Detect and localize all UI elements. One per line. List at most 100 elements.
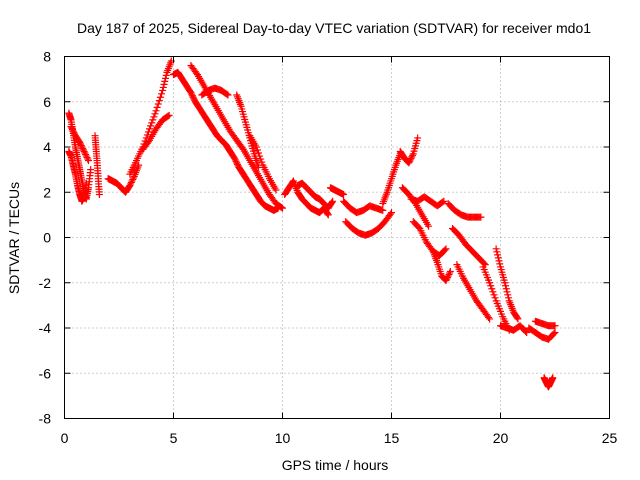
data-point — [68, 126, 76, 134]
data-point — [130, 174, 138, 182]
data-point — [164, 112, 172, 120]
data-point — [83, 154, 91, 162]
data-point — [231, 156, 239, 164]
data-point — [162, 74, 170, 82]
data-point — [441, 246, 449, 254]
series-arc-b — [65, 148, 90, 205]
y-tick-label: -6 — [39, 365, 52, 381]
data-point — [486, 279, 494, 287]
series-arc-s — [396, 134, 422, 167]
data-point — [188, 92, 196, 100]
data-point — [440, 197, 448, 205]
data-point — [443, 275, 451, 283]
y-tick-label: -2 — [39, 275, 52, 291]
data-point — [446, 269, 454, 277]
data-point — [495, 257, 503, 265]
series-arc-g — [139, 111, 173, 153]
data-point — [485, 313, 493, 321]
data-point — [154, 100, 162, 108]
data-point — [513, 314, 521, 322]
data-point — [82, 151, 90, 159]
data-point — [258, 158, 266, 166]
data-point — [84, 157, 92, 165]
data-point — [492, 245, 500, 253]
data-point — [496, 260, 504, 268]
data-point — [158, 90, 166, 98]
x-tick-label: 15 — [384, 430, 400, 446]
data-point — [159, 83, 167, 91]
data-point — [148, 119, 156, 127]
data-point — [231, 154, 239, 162]
grid — [64, 56, 610, 419]
series-arc-ad — [525, 324, 559, 343]
data-point — [388, 209, 395, 217]
y-tick-label: 4 — [43, 139, 51, 155]
data-point — [328, 198, 336, 206]
data-point — [188, 90, 196, 98]
data-point — [161, 77, 169, 85]
y-tick-label: 0 — [43, 230, 51, 246]
data-point — [187, 89, 195, 97]
data-point — [159, 86, 167, 94]
data-point — [379, 206, 387, 214]
series-arc-u — [407, 193, 448, 210]
data-point — [272, 186, 280, 194]
data-point — [190, 95, 198, 103]
data-point — [550, 330, 558, 338]
data-point — [126, 181, 134, 189]
series-arc-c — [67, 123, 92, 165]
axis-ticks — [64, 56, 610, 419]
data-point — [445, 270, 453, 278]
y-tick-labels: -8 -6 -4 -2 0 2 4 6 8 — [39, 49, 52, 427]
data-point — [81, 149, 89, 157]
data-point — [252, 143, 260, 151]
series-arc-z — [453, 261, 494, 323]
x-tick-labels: 0 5 10 15 20 25 — [61, 430, 618, 446]
data-point — [493, 248, 501, 256]
series-arc-h — [170, 68, 282, 214]
data-point — [551, 322, 559, 330]
data-point — [149, 116, 157, 124]
series-arc-v — [409, 218, 450, 260]
data-point — [329, 197, 337, 205]
data-point — [150, 113, 158, 121]
series-arc-j — [198, 84, 232, 99]
data-point — [67, 123, 75, 131]
series-arc-p — [340, 197, 387, 217]
data-point — [324, 210, 332, 218]
series-arc-o — [326, 184, 348, 199]
series-arc-ab — [492, 245, 522, 323]
series-arc-w — [429, 247, 454, 284]
y-tick-label: -8 — [39, 411, 52, 427]
data-point — [490, 291, 498, 299]
data-point — [155, 97, 163, 105]
data-point — [233, 159, 241, 167]
data-point — [224, 91, 232, 99]
data-point — [156, 93, 164, 101]
data-point — [501, 279, 509, 287]
series-arc-aa — [479, 263, 513, 334]
data-point — [232, 157, 240, 165]
data-point — [425, 222, 433, 230]
data-point — [494, 254, 502, 262]
data-point — [549, 374, 557, 382]
data-point — [233, 160, 241, 168]
x-tick-label: 25 — [602, 430, 618, 446]
data-point — [255, 149, 263, 157]
data-point — [77, 141, 85, 149]
data-point — [488, 285, 496, 293]
data-point — [503, 288, 511, 296]
data-point — [405, 159, 413, 167]
data-point — [486, 315, 494, 323]
data-point — [324, 211, 332, 219]
chart-title: Day 187 of 2025, Sidereal Day-to-day VTE… — [77, 20, 591, 36]
data-point — [502, 285, 510, 293]
data-point — [442, 245, 450, 253]
data-point — [523, 329, 531, 337]
y-tick-label: -4 — [39, 320, 52, 336]
data-point — [76, 138, 84, 146]
data-point — [446, 267, 454, 275]
data-point — [277, 203, 285, 211]
data-point — [551, 329, 559, 337]
